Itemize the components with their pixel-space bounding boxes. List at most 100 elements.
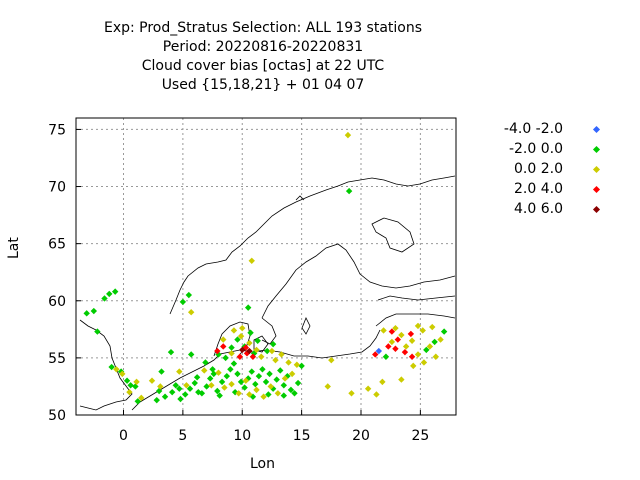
data-point-series-3 bbox=[426, 343, 434, 350]
data-point-series-2 bbox=[179, 298, 187, 306]
data-point-series-2 bbox=[228, 344, 235, 351]
data-point-series-2 bbox=[440, 328, 448, 335]
data-point-series-5 bbox=[239, 346, 246, 354]
data-point-series-2 bbox=[214, 387, 221, 395]
data-point-series-3 bbox=[344, 131, 352, 139]
data-point-series-2 bbox=[237, 378, 245, 386]
data-point-series-2 bbox=[202, 359, 209, 366]
data-point-series-2 bbox=[191, 379, 198, 387]
data-point-series-3 bbox=[138, 394, 145, 402]
data-point-series-2 bbox=[234, 336, 241, 343]
x-tick-label: 5 bbox=[178, 428, 187, 444]
data-point-series-1 bbox=[375, 347, 383, 355]
data-point-series-2 bbox=[231, 388, 239, 396]
data-point-series-2 bbox=[185, 291, 193, 299]
data-point-series-3 bbox=[228, 350, 235, 357]
data-point-series-2 bbox=[423, 346, 430, 354]
data-point-series-3 bbox=[379, 378, 386, 386]
data-point-series-2 bbox=[345, 187, 353, 195]
data-point-series-4 bbox=[214, 347, 221, 355]
data-point-series-2 bbox=[266, 370, 273, 378]
data-point-series-2 bbox=[186, 385, 194, 392]
data-point-series-2 bbox=[247, 329, 254, 336]
coastline-map bbox=[79, 175, 456, 411]
data-point-series-3 bbox=[281, 375, 289, 382]
data-point-series-3 bbox=[324, 383, 331, 390]
data-point-series-3 bbox=[237, 332, 245, 340]
data-point-series-3 bbox=[414, 322, 422, 330]
data-point-series-4 bbox=[372, 351, 379, 358]
data-point-series-2 bbox=[210, 370, 217, 378]
data-point-series-2 bbox=[241, 384, 248, 391]
title-line-3: Cloud cover bias [octas] at 22 UTC bbox=[141, 58, 385, 74]
data-point-series-3 bbox=[437, 336, 444, 343]
data-point-series-3 bbox=[260, 393, 267, 400]
data-point-series-5 bbox=[246, 347, 253, 355]
title-line-2: Period: 20220816-20220831 bbox=[162, 39, 364, 55]
data-point-series-2 bbox=[209, 366, 216, 373]
y-tick-label: 60 bbox=[48, 294, 66, 310]
data-point-series-2 bbox=[101, 295, 108, 302]
legend-label: 2.0 4.0 bbox=[514, 181, 563, 197]
data-point-series-2 bbox=[172, 382, 179, 389]
data-point-series-3 bbox=[408, 337, 416, 344]
data-point-series-2 bbox=[252, 380, 259, 388]
title-line-1: Exp: Prod_Stratus Selection: ALL 193 sta… bbox=[103, 20, 423, 36]
data-point-series-2 bbox=[108, 363, 115, 371]
data-point-series-4 bbox=[243, 350, 251, 357]
data-point-series-2 bbox=[106, 290, 113, 298]
data-point-series-3 bbox=[414, 351, 422, 358]
x-tick-label: 20 bbox=[352, 428, 370, 444]
data-point-series-2 bbox=[223, 372, 231, 380]
data-point-series-3 bbox=[228, 380, 235, 388]
data-point-series-2 bbox=[230, 360, 238, 367]
data-point-series-3 bbox=[119, 370, 126, 378]
data-point-series-3 bbox=[148, 377, 156, 384]
data-point-series-2 bbox=[431, 338, 438, 346]
grid-lines bbox=[76, 118, 456, 416]
data-point-series-2 bbox=[168, 388, 176, 396]
axis-ticks: 0 5 10 15 20 25 50 55 60 65 70 75 bbox=[48, 122, 429, 444]
data-point-series-4 bbox=[392, 345, 399, 352]
data-point-series-3 bbox=[258, 353, 265, 360]
data-point-series-4 bbox=[249, 353, 257, 360]
y-tick-label: 50 bbox=[48, 408, 66, 424]
data-point-series-3 bbox=[113, 366, 120, 373]
legend-label: -2.0 0.0 bbox=[508, 141, 563, 157]
data-point-series-3 bbox=[246, 339, 253, 347]
data-point-series-2 bbox=[206, 375, 214, 382]
data-point-series-2 bbox=[127, 382, 134, 389]
data-point-series-3 bbox=[239, 324, 246, 332]
data-point-series-3 bbox=[272, 356, 279, 364]
data-point-series-2 bbox=[227, 366, 234, 373]
plot-frame bbox=[75, 117, 457, 416]
y-tick-label: 75 bbox=[48, 122, 66, 138]
data-point-series-2 bbox=[263, 347, 271, 355]
data-point-series-3 bbox=[364, 385, 372, 392]
data-point-series-3 bbox=[402, 343, 410, 350]
data-point-series-2 bbox=[254, 337, 261, 344]
data-point-series-3 bbox=[246, 391, 253, 398]
data-point-series-2 bbox=[269, 340, 277, 348]
data-point-series-2 bbox=[291, 390, 298, 397]
y-tick-label: 65 bbox=[48, 237, 66, 253]
y-axis-label: Lat bbox=[6, 237, 22, 259]
y-tick-label: 55 bbox=[48, 351, 66, 367]
title-line-4: Used {15,18,21} + 01 04 07 bbox=[161, 77, 365, 93]
data-point-series-4 bbox=[220, 343, 227, 350]
data-point-series-2 bbox=[222, 354, 229, 362]
data-point-series-2 bbox=[111, 288, 119, 295]
data-point-series-3 bbox=[373, 391, 380, 398]
data-point-series-2 bbox=[244, 304, 252, 311]
x-axis-label: Lon bbox=[250, 456, 275, 472]
data-point-series-3 bbox=[419, 327, 426, 334]
x-tick-label: 15 bbox=[293, 428, 311, 444]
legend-label: 0.0 2.0 bbox=[514, 161, 563, 177]
data-point-series-4 bbox=[236, 353, 244, 360]
data-point-series-3 bbox=[187, 308, 195, 316]
data-point-series-3 bbox=[429, 323, 436, 331]
data-point-series-3 bbox=[183, 382, 190, 389]
legend-label: -4.0 -2.0 bbox=[503, 121, 563, 137]
data-point-series-4 bbox=[388, 328, 396, 335]
